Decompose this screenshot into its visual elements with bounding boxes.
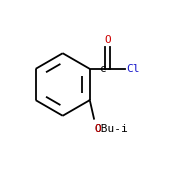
Text: c: c	[100, 64, 107, 74]
Text: O: O	[94, 124, 101, 134]
Text: OBu-i: OBu-i	[94, 124, 128, 134]
Text: Cl: Cl	[126, 64, 140, 74]
Text: O: O	[104, 35, 111, 45]
